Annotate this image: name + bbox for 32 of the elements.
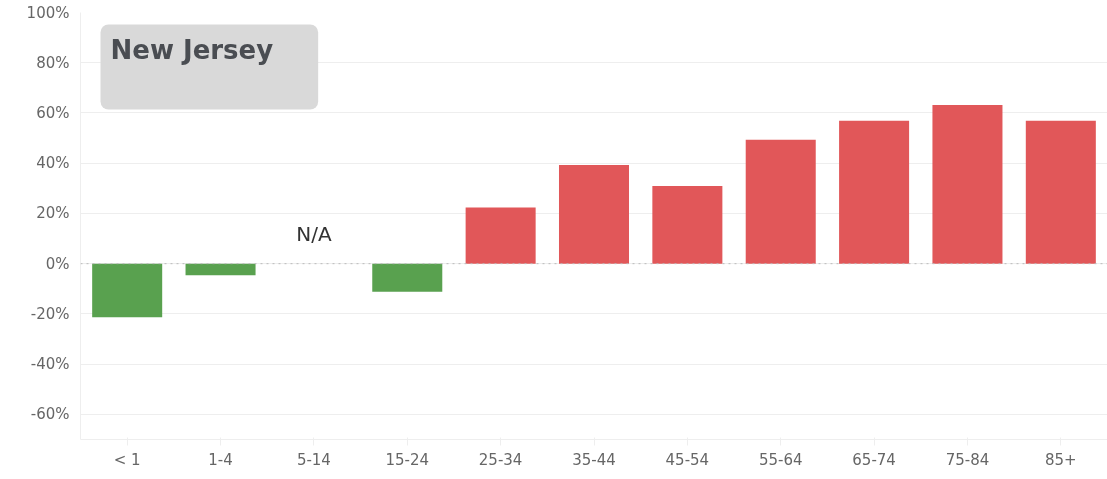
bar [92,263,163,318]
x-tick-label: 55-64 [758,450,803,469]
bar [745,139,816,264]
y-tick-label: 80% [36,53,70,72]
y-tick-label: 40% [36,154,70,173]
y-tick-label: -60% [30,405,70,424]
x-tick-label: 35-44 [572,450,616,469]
text: New Jersey [110,34,274,65]
x-tick-label: 25-34 [478,450,523,469]
bar [465,207,536,264]
bar [1025,120,1096,264]
bar [558,164,630,264]
y-tick-label: -20% [30,304,70,323]
bar [652,186,723,264]
y-tick-label: 20% [36,204,70,223]
x-tick-label: 15-24 [385,450,430,469]
bar [372,263,443,292]
bar [839,120,910,264]
y-tick-label: 0% [45,254,70,273]
x-tick-label: < 1 [113,450,141,469]
y-tick-label: 60% [36,103,70,122]
y-tick-label: 100% [26,3,70,22]
annotation: N/A [296,221,332,246]
x-tick-label: 5-14 [296,450,331,469]
x-tick-label: 1-4 [208,450,233,469]
x-tick-label: 75-84 [945,450,990,469]
x-tick-label: 65-74 [852,450,896,469]
y-tick-label: -40% [30,355,70,374]
x-tick-label: 85+ [1044,450,1077,469]
bar [185,263,256,276]
x-tick-label: 45-54 [665,450,710,469]
bar [932,104,1003,264]
